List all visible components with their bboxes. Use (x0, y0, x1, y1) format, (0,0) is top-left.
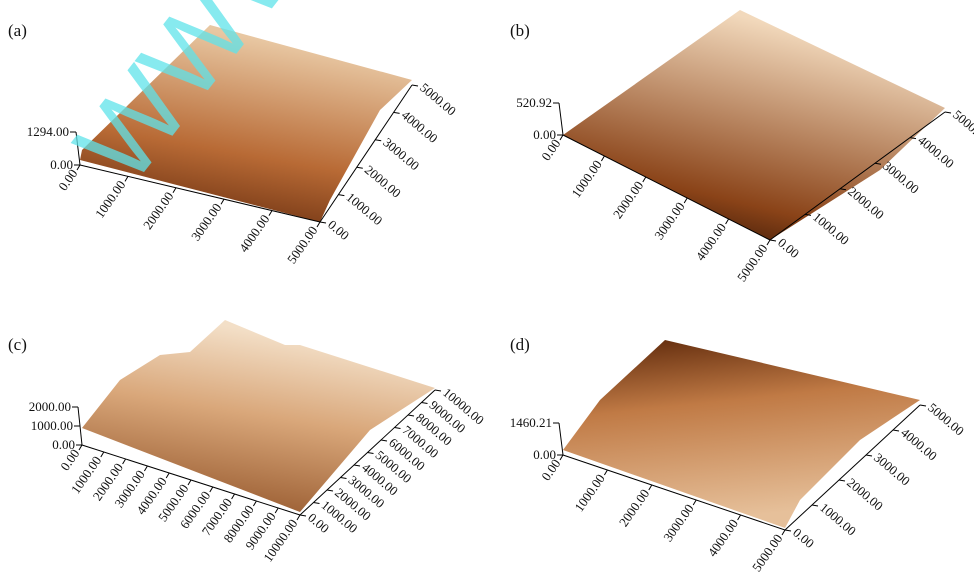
x-tick (649, 485, 652, 490)
y-tick (770, 240, 776, 241)
x-tick-label: 4000.00 (705, 516, 742, 559)
y-tick (354, 465, 360, 466)
x-tick-label: 2000.00 (610, 178, 647, 221)
x-tick-label: 1000.00 (568, 157, 605, 200)
y-tick-label: 3000.00 (871, 450, 913, 489)
y-tick (375, 140, 381, 141)
y-tick (300, 515, 306, 516)
y-tick (866, 455, 872, 456)
x-tick (77, 165, 80, 170)
x-tick-label: 1000.00 (571, 471, 608, 514)
panel-label: (b) (510, 21, 530, 40)
y-tick-label: 0.00 (775, 235, 802, 261)
x-tick (166, 473, 169, 478)
page: {"watermark": "WWW", "panels": [ {"label… (0, 0, 974, 581)
x-tick (643, 177, 646, 182)
y-tick-label: 2000.00 (845, 184, 887, 223)
x-tick (188, 480, 191, 485)
y-tick-label: 1000.00 (817, 500, 859, 539)
x-tick (684, 198, 687, 203)
panel-label: (d) (510, 335, 530, 354)
x-tick (275, 508, 278, 513)
x-tick (693, 500, 696, 505)
x-tick (232, 494, 235, 499)
y-tick-label: 4000.00 (898, 425, 940, 464)
y-tick-label: 3000.00 (880, 158, 922, 197)
y-tick (357, 167, 363, 168)
y-tick-label: 4000.00 (399, 107, 441, 146)
x-tick-label: 3000.00 (660, 501, 697, 544)
x-tick (173, 188, 176, 193)
y-tick (435, 390, 441, 391)
z-tick-label: 1460.21 (510, 415, 552, 430)
y-tick (381, 440, 387, 441)
y-tick (812, 505, 818, 506)
y-tick (314, 503, 320, 504)
x-tick (317, 222, 320, 227)
x-tick-label: 2000.00 (616, 486, 653, 529)
y-tick (785, 530, 791, 531)
x-tick (601, 156, 604, 161)
y-tick (422, 403, 428, 404)
x-tick (782, 530, 785, 535)
y-tick (327, 490, 333, 491)
panel-label: (c) (8, 335, 27, 354)
y-tick-label: 5000.00 (925, 400, 967, 439)
z-axis (559, 103, 563, 135)
z-tick-label: 1000.00 (31, 418, 73, 433)
x-tick-label: 5000.00 (284, 223, 321, 266)
x-tick-label: 3000.00 (188, 200, 225, 243)
x-tick (604, 470, 607, 475)
y-tick (320, 222, 326, 223)
y-tick (920, 405, 926, 406)
x-tick-label: 4000.00 (693, 220, 730, 263)
x-tick (123, 459, 126, 464)
y-tick-label: 0.00 (790, 525, 817, 551)
y-tick (893, 430, 899, 431)
y-tick (341, 478, 347, 479)
x-tick-label: 3000.00 (651, 199, 688, 242)
y-tick (338, 195, 344, 196)
x-tick (297, 515, 300, 520)
x-tick-label: 5000.00 (734, 241, 771, 284)
y-tick-label: 1000.00 (343, 189, 385, 228)
x-tick (738, 515, 741, 520)
y-tick (412, 85, 418, 86)
x-tick (221, 199, 224, 204)
y-tick-label: 5000.00 (950, 107, 974, 146)
x-tick (210, 487, 213, 492)
z-tick-label: 2000.00 (29, 399, 71, 414)
y-tick-label: 5000.00 (417, 80, 459, 119)
x-tick (269, 211, 272, 216)
y-tick (408, 415, 414, 416)
x-tick-label: 5000.00 (749, 531, 786, 574)
y-tick (395, 428, 401, 429)
x-tick (560, 455, 563, 460)
y-tick-label: 4000.00 (915, 132, 957, 171)
panel-label: (a) (8, 21, 27, 40)
y-tick-label: 2000.00 (362, 162, 404, 201)
x-tick (253, 501, 256, 506)
y-tick-label: 0.00 (325, 217, 352, 243)
y-tick-label: 3000.00 (380, 135, 422, 174)
z-axis (559, 423, 563, 455)
y-tick (945, 112, 951, 113)
x-tick (767, 240, 770, 245)
x-tick (726, 219, 729, 224)
x-tick (144, 466, 147, 471)
x-tick (560, 135, 563, 140)
y-tick (394, 112, 400, 113)
y-tick-label: 1000.00 (810, 209, 852, 248)
x-tick (101, 452, 104, 457)
y-tick (368, 453, 374, 454)
z-tick-label: 520.92 (516, 95, 552, 110)
y-tick-label: 2000.00 (844, 475, 886, 514)
x-tick (79, 445, 82, 450)
figure: (a)1294.000.000.001000.002000.003000.004… (0, 0, 974, 581)
x-tick-label: 4000.00 (236, 212, 273, 255)
y-tick (839, 480, 845, 481)
